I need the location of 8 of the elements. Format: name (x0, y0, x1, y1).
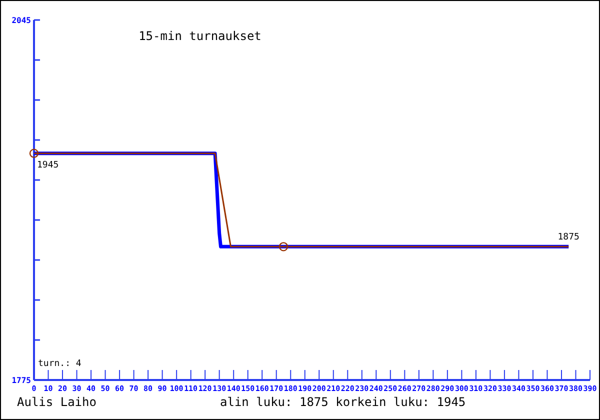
text: 15-min turnaukset (138, 29, 262, 43)
annotation: 1875 (558, 232, 580, 243)
text: alin luku: 1875 korkein luku: 1945 (220, 395, 466, 409)
text: Aulis Laiho (17, 395, 96, 409)
annotation: turn.: 4 (38, 359, 82, 369)
y-tick-label: 2045 (12, 16, 32, 25)
annotation: 1945 (37, 160, 59, 170)
y-tick-label: 1775 (12, 376, 32, 385)
